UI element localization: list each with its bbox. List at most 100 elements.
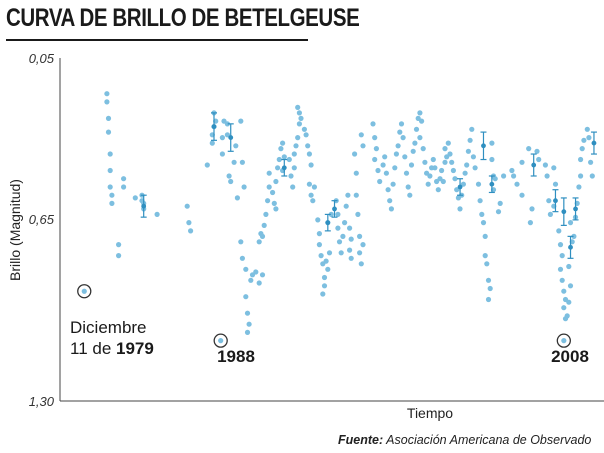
data-point-155 (417, 110, 423, 116)
data-point-190 (472, 165, 478, 171)
data-point-13 (132, 195, 138, 201)
data-point-112 (345, 192, 351, 198)
data-point-105 (335, 211, 341, 217)
data-point-60 (266, 170, 272, 176)
data-point-36 (233, 143, 239, 149)
data-point-100 (325, 266, 331, 272)
data-point-4 (107, 151, 113, 157)
data-point-173 (442, 146, 448, 152)
event-markers (77, 284, 571, 348)
data-point-217 (534, 148, 540, 154)
data-point-106 (335, 225, 341, 231)
data-point-222 (547, 211, 554, 217)
data-point-29 (219, 135, 225, 141)
error-bars (140, 112, 597, 259)
data-point-32 (224, 121, 230, 127)
data-point-249 (584, 126, 590, 132)
data-point-109 (340, 233, 346, 239)
error-bar-12 (567, 235, 574, 259)
error-bar-3 (281, 158, 288, 177)
error-bar-11 (560, 197, 567, 226)
data-point-240 (567, 220, 574, 226)
data-point-117 (352, 151, 358, 157)
marker-2008 (556, 333, 571, 348)
data-point-65 (275, 165, 281, 171)
error-bar-8 (488, 175, 495, 194)
data-point-5 (107, 167, 113, 174)
data-point-71 (286, 156, 292, 163)
data-point-221 (546, 198, 552, 204)
data-point-199 (487, 285, 493, 292)
data-point-31 (224, 132, 230, 138)
annotation-1979-line2: 11 de 1979 (70, 339, 154, 358)
data-point-97 (321, 283, 328, 289)
data-point-167 (435, 187, 441, 193)
data-point-22 (204, 162, 210, 168)
data-point-159 (422, 159, 428, 165)
data-point-20 (186, 220, 192, 226)
data-point-193 (479, 211, 485, 217)
data-point-184 (462, 170, 468, 176)
data-point-227 (557, 242, 564, 248)
data-point-165 (432, 165, 438, 171)
data-point-213 (519, 159, 525, 165)
data-point-146 (402, 154, 408, 160)
error-bar-6 (457, 178, 464, 196)
data-point-250 (586, 135, 592, 141)
data-point-183 (460, 181, 466, 187)
data-point-96 (321, 274, 328, 281)
data-point-103 (328, 211, 334, 217)
data-point-191 (475, 181, 482, 187)
data-point-85 (306, 151, 312, 157)
data-point-181 (457, 206, 463, 212)
error-bar-7 (480, 131, 487, 161)
data-point-233 (561, 305, 567, 311)
data-point-43 (243, 266, 249, 272)
source-label: Fuente: (338, 433, 384, 447)
data-point-111 (343, 203, 349, 209)
data-point-198 (485, 277, 492, 283)
data-point-62 (271, 200, 277, 206)
data-point-212 (519, 192, 525, 198)
data-point-189 (470, 154, 476, 160)
data-point-121 (357, 233, 363, 239)
data-point-53 (256, 239, 262, 245)
data-point-78 (296, 121, 302, 127)
data-point-210 (510, 173, 517, 179)
data-point-128 (372, 135, 378, 141)
data-point-87 (306, 181, 312, 187)
error-bar-4 (324, 213, 331, 232)
data-point-245 (578, 173, 584, 179)
y-tick-label-mid: 0,65 (29, 212, 55, 227)
error-bar-2 (227, 123, 234, 152)
data-point-185 (464, 162, 470, 168)
data-point-125 (358, 132, 364, 138)
data-point-241 (571, 233, 577, 239)
data-point-140 (392, 165, 398, 171)
data-point-145 (400, 135, 406, 141)
data-point-45 (244, 310, 251, 316)
data-point-88 (308, 192, 314, 198)
annotation-1979-line1: Diciembre (70, 318, 147, 337)
data-point-34 (228, 178, 234, 185)
source-text: Asociación Americana de Observado (386, 433, 592, 447)
data-point-90 (311, 184, 317, 190)
data-point-196 (482, 253, 488, 259)
data-point-197 (484, 261, 490, 267)
data-point-133 (380, 162, 386, 168)
data-point-238 (566, 263, 572, 270)
data-point-220 (544, 173, 550, 179)
data-point-44 (243, 294, 249, 300)
data-point-215 (529, 206, 535, 212)
data-point-55 (259, 233, 266, 239)
data-point-195 (482, 233, 488, 239)
data-point-93 (316, 242, 322, 248)
data-point-147 (403, 170, 410, 176)
data-point-79 (295, 104, 301, 110)
data-point-82 (301, 126, 307, 132)
data-point-202 (489, 156, 495, 163)
data-point-92 (316, 231, 322, 237)
data-point-148 (405, 184, 411, 190)
